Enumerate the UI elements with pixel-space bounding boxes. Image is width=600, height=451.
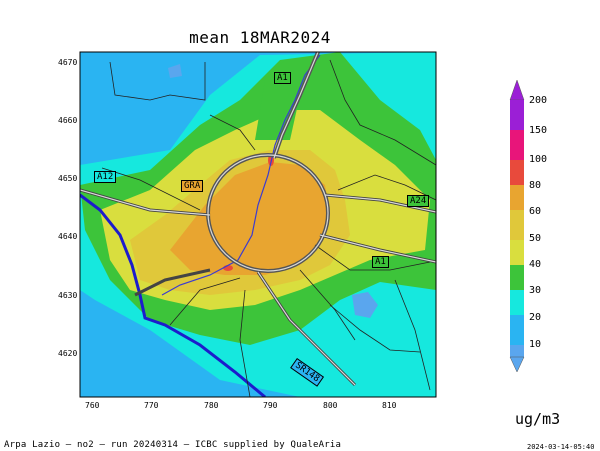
road-label-a1-east: A1 [372,256,389,268]
y-tick: 4640 [58,232,78,241]
colorbar-label: 150 [529,125,548,136]
map-title: mean 18MAR2024 [189,28,331,47]
colorbar-label: 60 [529,206,542,217]
y-tick: 4650 [58,174,78,183]
y-tick: 4660 [58,116,78,125]
x-tick: 810 [382,401,397,410]
x-tick: 770 [144,401,159,410]
road-label-a1-north: A1 [274,72,291,84]
y-tick: 4630 [58,291,78,300]
boundary-lines [101,59,436,397]
colorbar-label: 40 [529,259,542,270]
colorbar-label: 100 [529,154,548,165]
colorbar-label: 80 [529,180,542,191]
colorbar-label: 20 [529,312,542,323]
x-tick: 800 [323,401,338,410]
map-frame [79,51,437,398]
road-label-gra: GRA [181,180,204,192]
x-tick: 790 [263,401,278,410]
footer-credit: Arpa Lazio — no2 — run 20240314 — ICBC s… [4,440,342,450]
timestamp: 2024-03-14-05:40 [527,443,595,451]
colorbar-label: 30 [529,285,542,296]
road-label-a12: A12 [94,171,117,183]
unit-label: ug/m3 [515,410,561,428]
colorbar-label: 200 [529,95,548,106]
colorbar [509,79,525,373]
colorbar-label: 10 [529,339,542,350]
x-tick: 760 [85,401,100,410]
colorbar-label: 50 [529,233,542,244]
y-tick: 4620 [58,349,78,358]
concentration-field [80,52,436,397]
road-label-a24: A24 [407,195,430,207]
y-tick: 4670 [58,58,78,67]
x-tick: 780 [204,401,219,410]
